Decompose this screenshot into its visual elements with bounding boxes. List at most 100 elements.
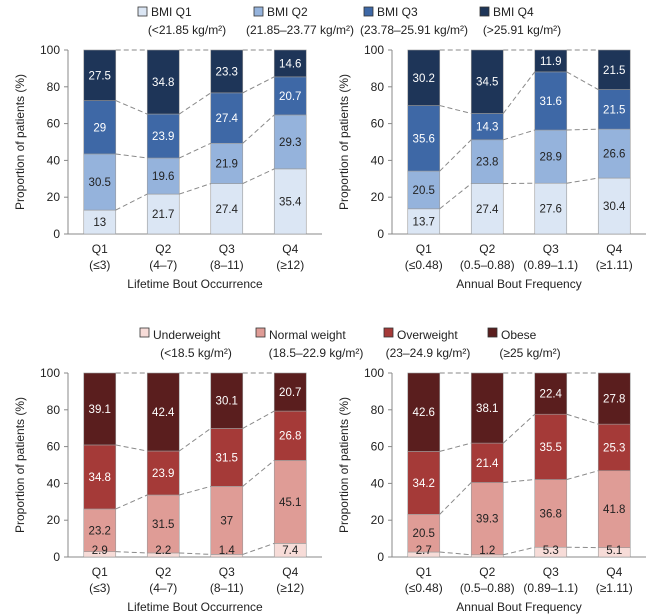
data-label: 39.3: [476, 514, 498, 526]
legend-range-bmi-q3: (23.78–25.91 kg/m²): [360, 23, 468, 37]
bar-segment-obese-q4: [597, 372, 631, 425]
y-tick-label: 80: [47, 80, 61, 94]
chart-panel-bottom-right: 0 20 40 60 80 100 2.7 1.2 5.3 5.1 20.5 39.3 36.8 41.8…: [337, 366, 646, 614]
data-label: 30.2: [413, 73, 435, 85]
x-tick-label-top: Q2: [479, 242, 495, 256]
bar-segment-bmi-q4-q1: [407, 49, 441, 106]
legend-label-bmi-q2: BMI Q2: [267, 5, 308, 19]
data-label: 30.4: [603, 201, 626, 213]
legend-range-bmi-q4: (>25.91 kg/m²): [483, 23, 561, 37]
data-label: 5.3: [543, 545, 559, 557]
data-label: 7.4: [282, 545, 299, 557]
data-label: 25.3: [603, 442, 625, 454]
y-tick-label: 60: [47, 117, 61, 131]
bar-segment-bmi-q2-q1: [407, 170, 441, 210]
x-tick-label-bottom: (8–11): [210, 581, 244, 595]
y-tick-label: 100: [364, 43, 384, 57]
legend-swatch-bmi-q3: [363, 6, 374, 17]
stack-connector-line: [439, 482, 472, 515]
stack-connector-line: [115, 551, 148, 554]
x-tick-label-bottom: (8–11): [210, 258, 244, 272]
y-tick-label: 40: [371, 476, 385, 490]
data-label: 5.1: [606, 545, 622, 557]
bar-segment-bmi-q2-q2: [146, 157, 180, 195]
bar-segment-normal-weight-q3: [210, 486, 244, 555]
bar-segment-normal-weight-q2: [146, 494, 180, 554]
legend-label-bmi-q4: BMI Q4: [493, 5, 534, 19]
stack-connector-line: [439, 105, 472, 114]
legend-swatch-underweight: [139, 327, 150, 338]
x-axis-title: Lifetime Bout Occurrence: [127, 277, 263, 291]
data-label: 28.9: [540, 152, 562, 164]
data-label: 27.4: [476, 204, 499, 216]
data-label: 34.5: [476, 77, 498, 89]
data-label: 1.2: [479, 545, 495, 557]
x-tick-label-bottom: (4–7): [149, 581, 177, 595]
x-tick-label-bottom: (0.5–0.88): [460, 581, 515, 595]
data-label: 21.7: [152, 209, 174, 221]
data-label: 30.5: [89, 177, 111, 189]
data-label: 29.3: [279, 137, 301, 149]
data-label: 41.8: [603, 504, 625, 516]
data-label: 20.5: [413, 185, 435, 197]
y-tick-label: 20: [47, 190, 61, 204]
bar-segment-obese-q3: [210, 372, 244, 429]
stack-connector-line: [439, 183, 472, 210]
data-label: 20.5: [413, 528, 435, 540]
data-label: 20.7: [279, 91, 301, 103]
stack-connector-line: [439, 551, 472, 556]
data-label: 23.9: [152, 468, 174, 480]
stack-connector-line: [179, 485, 211, 496]
data-label: 20.7: [279, 387, 301, 399]
y-tick-label: 0: [377, 550, 384, 564]
bar-segment-overweight-q2: [146, 450, 180, 496]
data-label: 22.4: [540, 389, 563, 401]
bar-segment-obese-q1: [407, 372, 441, 452]
x-tick-label-top: Q4: [282, 565, 298, 579]
y-tick-label: 60: [371, 117, 385, 131]
bar-segment-bmi-q1-q4: [273, 168, 307, 235]
data-label: 38.1: [476, 403, 498, 415]
legend-label-obese: Obese: [501, 328, 537, 342]
data-label: 21.9: [216, 158, 238, 170]
stack-connector-line: [242, 76, 275, 94]
y-tick-label: 20: [371, 190, 385, 204]
data-label: 23.3: [216, 66, 238, 78]
data-label: 37: [220, 515, 233, 527]
stack-connector-line: [178, 92, 212, 115]
legend-label-overweight: Overweight: [397, 328, 458, 342]
stack-connector-line: [439, 442, 472, 452]
bar-segment-bmi-q1-q2: [146, 193, 180, 235]
stack-connector-line: [179, 183, 211, 195]
y-tick-label: 0: [53, 227, 60, 241]
y-tick-label: 80: [371, 80, 385, 94]
data-label: 30.1: [216, 396, 238, 408]
legend-label-normal-weight: Normal weight: [269, 328, 346, 342]
data-label: 27.6: [540, 204, 562, 216]
stack-connector-line: [242, 460, 275, 487]
x-tick-label-top: Q2: [479, 565, 495, 579]
bar-segment-bmi-q3-q2: [470, 113, 504, 141]
bar-segment-bmi-q1-q3: [210, 183, 244, 235]
x-tick-label-bottom: (0.5–0.88): [460, 258, 515, 272]
legend-bmi-categories: Underweight (<18.5 kg/m²) Normal weight (18…: [139, 327, 561, 360]
bar-segment-bmi-q3-q3: [210, 92, 244, 144]
data-label: 34.8: [89, 472, 111, 484]
x-tick-label-bottom: (0.89–1.1): [523, 581, 578, 595]
x-tick-label-top: Q1: [416, 565, 432, 579]
x-tick-label-bottom: (≥1.11): [596, 258, 633, 272]
bar-segment-bmi-q4-q3: [210, 49, 244, 94]
data-label: 21.5: [603, 65, 625, 77]
bar-segment-obese-q4: [273, 372, 307, 412]
legend-label-bmi-q3: BMI Q3: [377, 5, 418, 19]
x-tick-label-top: Q3: [219, 242, 235, 256]
stack-connector-line: [115, 100, 148, 115]
y-axis-title: Proportion of patients (%): [13, 74, 27, 210]
bar-segment-bmi-q1-q4: [597, 177, 631, 235]
x-axis-title: Annual Bout Frequency: [456, 277, 581, 291]
data-label: 14.6: [279, 58, 301, 70]
bar-segment-overweight-q3: [534, 413, 568, 480]
bar-segment-normal-weight-q4: [273, 460, 307, 544]
data-label: 42.4: [152, 407, 175, 419]
bar-segment-normal-weight-q1: [407, 514, 441, 553]
